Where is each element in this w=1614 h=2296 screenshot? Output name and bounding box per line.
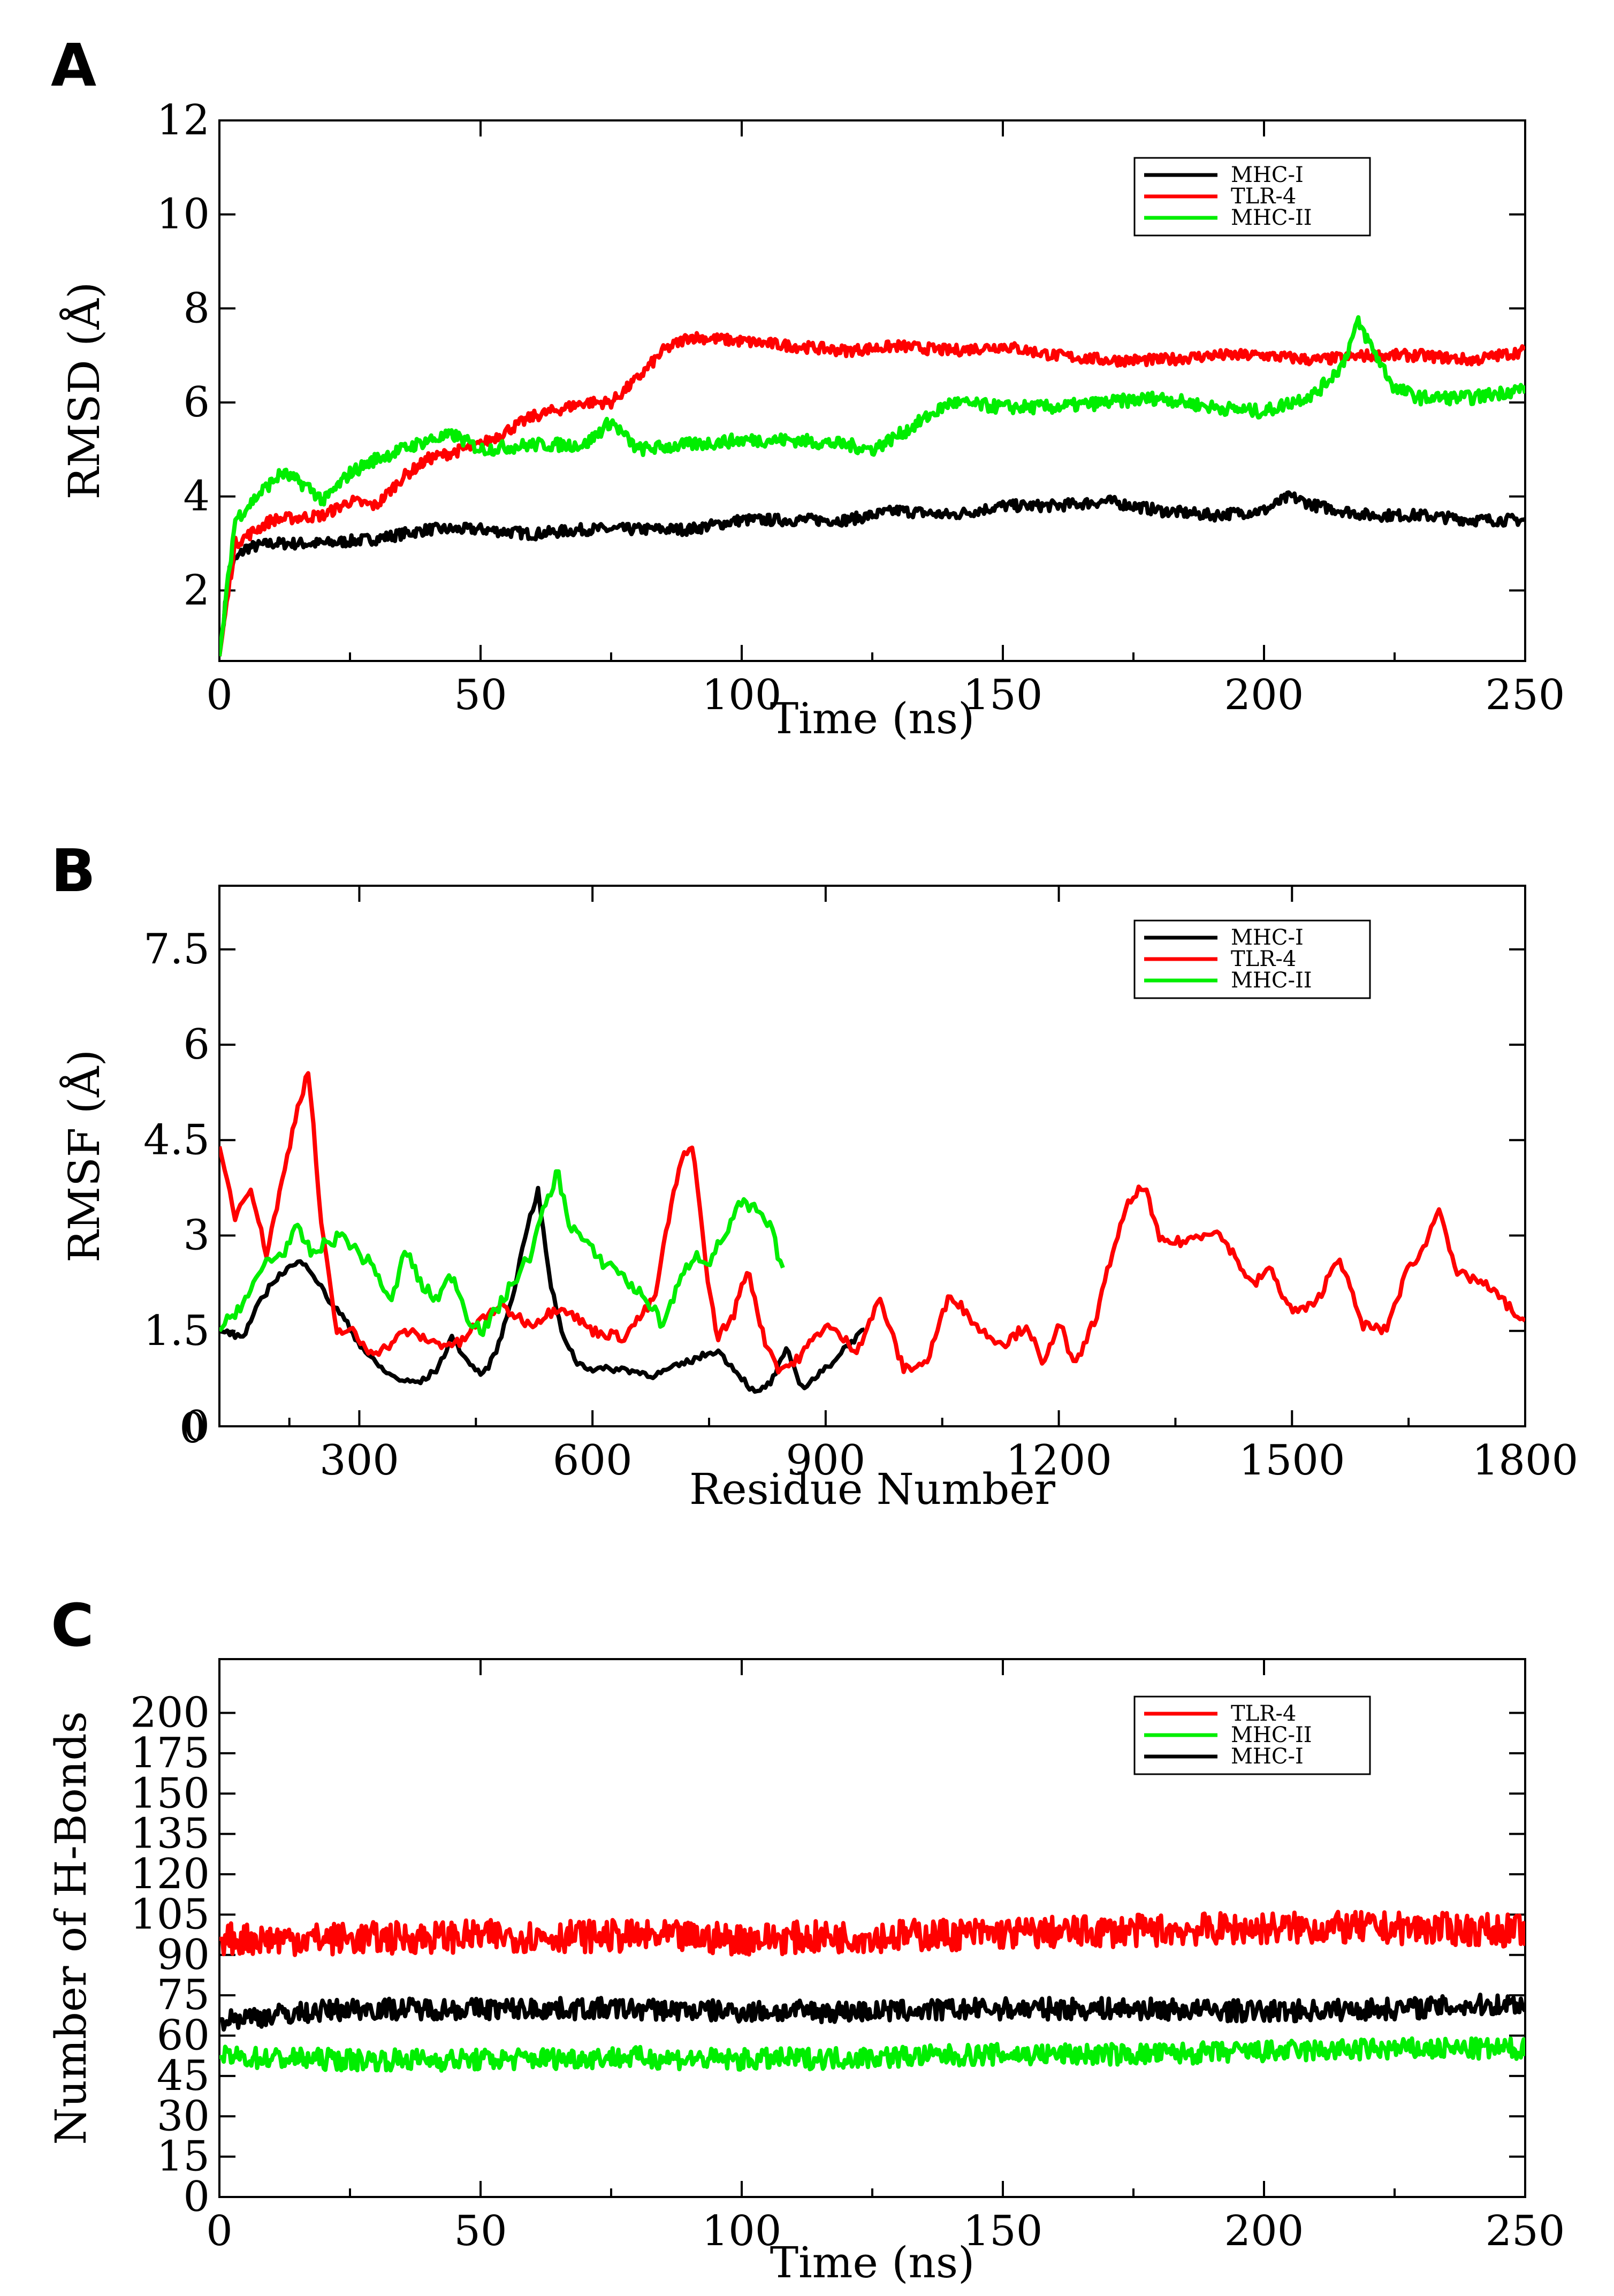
y-tick-label: 90 bbox=[157, 1931, 210, 1979]
series-line-mhc-i bbox=[219, 1993, 1525, 2032]
y-tick-label: 150 bbox=[130, 1769, 210, 1818]
legend-label: MHC-I bbox=[1231, 1744, 1304, 1769]
x-axis-title: Time (ns) bbox=[770, 2238, 975, 2287]
x-tick-label: 250 bbox=[1486, 671, 1565, 719]
panel-letter-b: B bbox=[51, 837, 96, 905]
x-tick-label: 50 bbox=[454, 2207, 507, 2255]
panel-letter-c: C bbox=[51, 1591, 94, 1660]
y-tick-label: 4.5 bbox=[143, 1116, 210, 1164]
x-tick-label: 250 bbox=[1486, 2207, 1565, 2255]
y-tick-label: 15 bbox=[157, 2133, 210, 2181]
legend-label: MHC-II bbox=[1231, 206, 1312, 230]
x-tick-label: 300 bbox=[319, 1436, 399, 1485]
y-tick-label: 10 bbox=[157, 191, 210, 239]
x-axis-title: Residue Number bbox=[689, 1464, 1056, 1514]
legend-label: MHC-I bbox=[1231, 925, 1304, 950]
panel-b-chart: 300 600 900 1200 1500 1800 00 1.5 3 4.5 6 7.5 Residu… bbox=[59, 885, 1579, 1514]
legend-label: TLR-4 bbox=[1231, 1701, 1296, 1726]
series-line-tlr-4 bbox=[219, 1910, 1525, 1957]
y-tick-label: 0 bbox=[183, 1402, 210, 1450]
y-tick-label: 60 bbox=[157, 2012, 210, 2060]
x-tick-label: 150 bbox=[963, 671, 1043, 719]
y-axis-title: RMSD (Å) bbox=[59, 282, 109, 500]
panel-letter-a: A bbox=[51, 31, 96, 100]
y-tick-label: 135 bbox=[130, 1810, 210, 1858]
series-line-mhc-ii bbox=[219, 315, 1525, 657]
x-tick-label: 1500 bbox=[1239, 1436, 1345, 1485]
x-tick-label: 1200 bbox=[1006, 1436, 1112, 1485]
y-tick-label: 0 bbox=[183, 2173, 210, 2221]
legend-label: MHC-II bbox=[1231, 1723, 1312, 1747]
series-line-mhc-i bbox=[219, 490, 1525, 657]
x-tick-label: 200 bbox=[1224, 2207, 1304, 2255]
legend-label: TLR-4 bbox=[1231, 947, 1296, 971]
y-tick-label: 45 bbox=[157, 2052, 210, 2100]
y-tick-label: 30 bbox=[157, 2092, 210, 2140]
y-tick-label: 75 bbox=[157, 1971, 210, 2019]
legend-box bbox=[1133, 1696, 1371, 1775]
series-line-tlr-4 bbox=[219, 331, 1525, 657]
x-tick-label: 900 bbox=[786, 1436, 865, 1485]
series-line-mhc-ii bbox=[219, 2036, 1525, 2073]
x-tick-label: 0 bbox=[206, 671, 233, 719]
x-tick-label: 50 bbox=[454, 671, 507, 719]
series-line-tlr-4 bbox=[219, 1071, 1525, 1375]
y-tick-label: 200 bbox=[130, 1689, 210, 1737]
y-tick-label: 105 bbox=[130, 1890, 210, 1938]
y-tick-label: 2 bbox=[183, 566, 210, 614]
x-tick-label-origin: 0 bbox=[179, 1404, 206, 1453]
y-tick-label: 120 bbox=[130, 1850, 210, 1898]
x-tick-label: 200 bbox=[1224, 671, 1304, 719]
x-tick-label: 100 bbox=[702, 671, 782, 719]
y-tick-label: 3 bbox=[183, 1212, 210, 1260]
panel-c-chart: 0 50 100 150 200 2500153045607590105120135150… bbox=[46, 1658, 1565, 2287]
y-tick-label: 12 bbox=[157, 96, 210, 145]
x-tick-label: 1800 bbox=[1472, 1436, 1579, 1485]
legend-label: MHC-I bbox=[1231, 163, 1304, 187]
legend-label: TLR-4 bbox=[1231, 184, 1296, 209]
y-tick-label: 6 bbox=[183, 1021, 210, 1069]
series-line-mhc-ii bbox=[219, 1169, 785, 1337]
y-axis-title: RMSF (Å) bbox=[59, 1050, 109, 1263]
y-axis-title: Number of H-Bonds bbox=[46, 1711, 96, 2145]
x-tick-label: 150 bbox=[963, 2207, 1043, 2255]
x-tick-label: 600 bbox=[553, 1436, 633, 1485]
y-tick-label: 7.5 bbox=[143, 925, 210, 974]
y-tick-label: 8 bbox=[183, 284, 210, 332]
legend-label: MHC-II bbox=[1231, 968, 1312, 993]
panel-a-chart: 0 50 100 150 200 250 2 4 6 8 10 12 Time (ns) RMSD (Å)… bbox=[59, 96, 1565, 743]
y-tick-label: 6 bbox=[183, 378, 210, 427]
y-tick-label: 4 bbox=[183, 473, 210, 521]
y-tick-label: 1.5 bbox=[143, 1307, 210, 1355]
y-tick-label: 175 bbox=[130, 1729, 210, 1777]
x-tick-label: 0 bbox=[206, 2207, 233, 2255]
x-tick-label: 100 bbox=[702, 2207, 782, 2255]
x-axis-title: Time (ns) bbox=[770, 694, 975, 743]
